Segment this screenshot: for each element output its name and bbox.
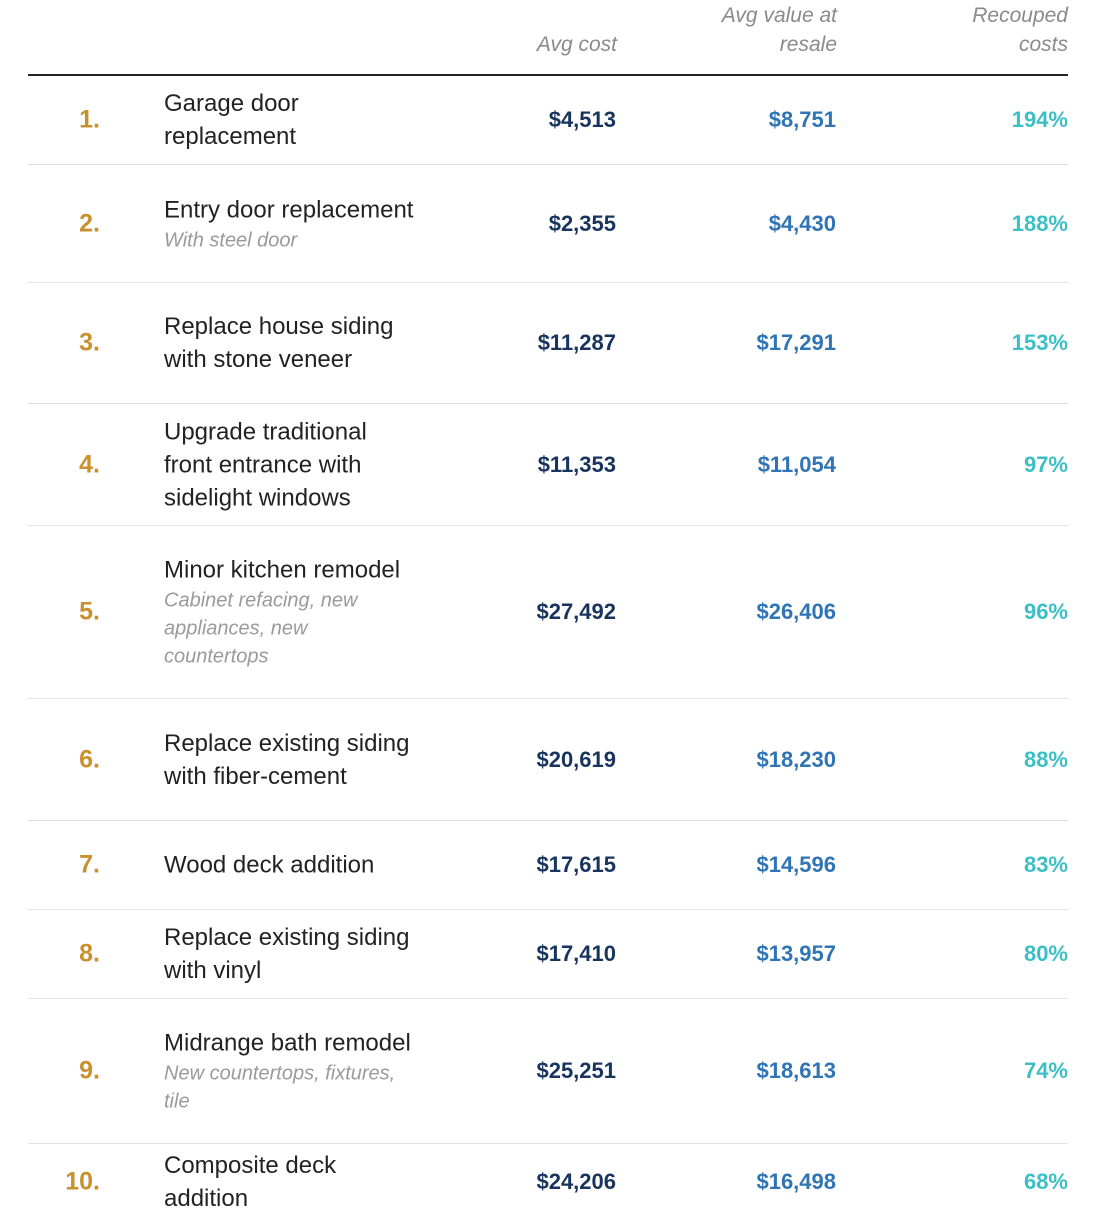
project-description: Garage door replacement — [164, 87, 414, 153]
rank-number: 3. — [79, 328, 100, 357]
project-name: Replace existing siding with fiber-cemen… — [164, 729, 410, 790]
table-row: 10. Composite deck addition $24,206 $16,498… — [28, 1144, 1068, 1220]
rank-number: 1. — [79, 105, 100, 134]
project-name: Garage door replacement — [164, 90, 299, 150]
recouped-percent: 188% — [1011, 210, 1068, 236]
rank-number: 9. — [79, 1056, 100, 1085]
header-avg-cost: Avg cost — [536, 33, 617, 56]
recouped-percent: 80% — [1023, 941, 1068, 966]
avg-resale-value: $11,054 — [757, 451, 836, 477]
project-note: Cabinet refacing, new appliances, new co… — [164, 589, 358, 668]
header-avg-value: Avg value at resale — [721, 4, 837, 56]
rank-number: 10. — [65, 1167, 100, 1196]
recouped-percent: 194% — [1011, 107, 1068, 132]
avg-cost-value: $17,410 — [536, 941, 616, 966]
table-row: 6. Replace existing siding with fiber-cem… — [28, 699, 1068, 821]
avg-resale-value: $14,596 — [756, 852, 836, 877]
avg-resale-value: $8,751 — [768, 107, 836, 132]
recouped-percent: 88% — [1023, 746, 1068, 772]
recouped-percent: 83% — [1023, 852, 1068, 877]
avg-resale-value: $17,291 — [756, 330, 836, 355]
cost-vs-value-table: Avg cost Avg value at resale Recouped co… — [28, 0, 1068, 1220]
project-note: With steel door — [164, 229, 298, 251]
avg-cost-value: $25,251 — [536, 1058, 616, 1083]
avg-cost-value: $4,513 — [548, 107, 616, 132]
project-name: Replace house siding with stone veneer — [164, 313, 394, 373]
rank-number: 8. — [79, 939, 100, 968]
project-name: Composite deck addition — [164, 1152, 337, 1212]
recouped-percent: 68% — [1023, 1169, 1068, 1194]
project-name: Midrange bath remodel — [164, 1029, 411, 1057]
project-description: Entry door replacement With steel door — [164, 193, 414, 254]
recouped-percent: 96% — [1023, 599, 1068, 624]
table-row: 5. Minor kitchen remodel Cabinet refacing,… — [28, 526, 1068, 699]
recouped-percent: 74% — [1023, 1058, 1068, 1083]
avg-resale-value: $16,498 — [756, 1169, 836, 1194]
rank-number: 2. — [79, 209, 100, 237]
table-row: 4. Upgrade traditional front entrance wit… — [28, 404, 1068, 526]
rank-number: 5. — [79, 597, 100, 626]
recouped-percent: 97% — [1023, 451, 1068, 477]
table-row: 7. Wood deck addition $17,615 $14,596 83% — [28, 821, 1068, 910]
avg-cost-value: $20,619 — [536, 746, 616, 772]
table-row: 3. Replace house siding with stone veneer… — [28, 283, 1068, 404]
table-body: 1. Garage door replacement $4,513 $8,751 194… — [28, 76, 1068, 1220]
project-description: Replace existing siding with fiber-cemen… — [164, 727, 414, 793]
avg-cost-value: $2,355 — [548, 210, 616, 236]
avg-cost-value: $17,615 — [536, 852, 616, 877]
project-name: Upgrade traditional front entrance with … — [164, 418, 367, 511]
avg-cost-value: $27,492 — [536, 599, 616, 624]
project-description: Replace house siding with stone veneer — [164, 310, 414, 376]
project-description: Wood deck addition — [164, 849, 414, 882]
avg-cost-value: $11,353 — [537, 451, 616, 477]
table-header: Avg cost Avg value at resale Recouped co… — [28, 0, 1068, 76]
project-description: Midrange bath remodel New countertops, fi… — [164, 1027, 414, 1116]
avg-resale-value: $4,430 — [768, 210, 836, 236]
recouped-percent: 153% — [1011, 330, 1068, 355]
avg-cost-value: $24,206 — [536, 1169, 616, 1194]
project-description: Upgrade traditional front entrance with … — [164, 415, 414, 514]
header-recouped: Recouped costs — [972, 4, 1068, 56]
avg-resale-value: $18,230 — [756, 746, 836, 772]
table-row: 1. Garage door replacement $4,513 $8,751 194… — [28, 76, 1068, 165]
avg-resale-value: $13,957 — [756, 941, 836, 966]
project-description: Minor kitchen remodel Cabinet refacing, n… — [164, 554, 414, 671]
project-name: Replace existing siding with vinyl — [164, 924, 410, 984]
project-description: Replace existing siding with vinyl — [164, 921, 414, 987]
project-description: Composite deck addition — [164, 1149, 414, 1215]
rank-number: 6. — [79, 745, 100, 773]
avg-resale-value: $26,406 — [756, 599, 836, 624]
avg-resale-value: $18,613 — [756, 1058, 836, 1083]
project-name: Minor kitchen remodel — [164, 556, 401, 584]
table-row: 9. Midrange bath remodel New countertops, … — [28, 999, 1068, 1144]
rank-number: 4. — [79, 450, 100, 478]
avg-cost-value: $11,287 — [537, 330, 616, 355]
rank-number: 7. — [79, 850, 100, 879]
project-name: Wood deck addition — [164, 851, 375, 879]
table-row: 8. Replace existing siding with vinyl $17,… — [28, 910, 1068, 999]
table-row: 2. Entry door replacement With steel door $… — [28, 165, 1068, 283]
project-name: Entry door replacement — [164, 196, 414, 223]
project-note: New countertops, fixtures, tile — [164, 1062, 396, 1113]
